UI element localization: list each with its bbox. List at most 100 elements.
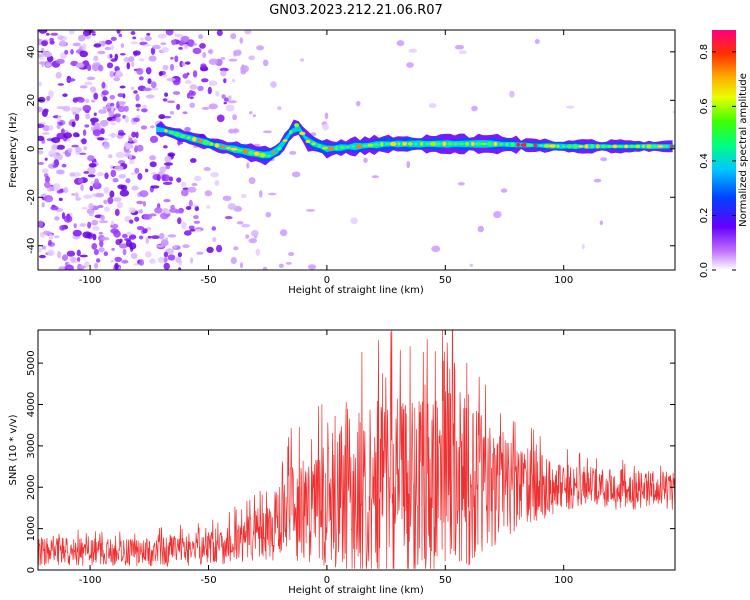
spectrogram-noise-dot bbox=[248, 238, 258, 244]
spectrogram-noise-dot bbox=[157, 33, 167, 39]
spectrogram-noise-dot bbox=[165, 210, 170, 214]
spectrogram-noise-dot bbox=[82, 231, 92, 239]
spectrogram-noise-dot bbox=[118, 174, 126, 179]
spectrogram-noise-dot bbox=[146, 32, 151, 36]
spectrogram-noise-dot bbox=[64, 49, 69, 55]
spectrogram-noise-dot bbox=[75, 62, 85, 69]
spectrogram-noise-dot bbox=[55, 71, 62, 79]
spectrogram-ridge-peak bbox=[248, 150, 255, 155]
spectrogram-noise-dot bbox=[59, 40, 67, 47]
spectrogram-noise-dot bbox=[143, 87, 152, 92]
spectrogram-noise-dot bbox=[322, 123, 330, 131]
spectrogram-noise-dot bbox=[38, 135, 45, 141]
spectrogram-noise-dot bbox=[134, 145, 139, 153]
spectrogram-noise-dot bbox=[100, 214, 105, 221]
spectrogram-noise-dot bbox=[115, 70, 122, 76]
spectrogram-noise-dot bbox=[181, 62, 186, 67]
spectrogram-ridge-peak bbox=[447, 142, 453, 146]
spectrogram-noise-dot bbox=[355, 100, 361, 107]
spectrogram-noise-dot bbox=[72, 42, 82, 47]
spectrogram-noise-dot bbox=[84, 124, 90, 128]
spectrogram-noise-dot bbox=[83, 261, 90, 268]
spectrogram-noise-dot bbox=[63, 132, 73, 139]
spectrogram-noise-dot bbox=[324, 112, 329, 120]
spectrogram-noise-dot bbox=[42, 125, 50, 132]
spectrogram-noise-dot bbox=[38, 30, 48, 34]
spectrogram-noise-dot bbox=[103, 251, 109, 256]
spectrogram-noise-dot bbox=[92, 129, 102, 137]
spectrogram-noise-dot bbox=[62, 105, 71, 112]
spectrogram-noise-dot bbox=[291, 171, 301, 178]
snr-y-tick-label: 4000 bbox=[26, 392, 37, 417]
spectrogram-ridge-peak bbox=[242, 149, 249, 154]
spectrogram-noise-dot bbox=[167, 254, 176, 261]
spectrogram-noise-dot bbox=[138, 209, 143, 214]
spectrogram-noise-dot bbox=[52, 164, 59, 168]
spectrogram-noise-dot bbox=[164, 162, 173, 166]
spectrogram-noise-dot bbox=[140, 125, 148, 130]
spectrogram-noise-dot bbox=[194, 228, 202, 232]
spectrogram-noise-dot bbox=[55, 58, 65, 64]
spectrogram-noise-dot bbox=[307, 264, 317, 270]
spectrogram-noise-dot bbox=[220, 70, 227, 77]
spectrogram-noise-dot bbox=[38, 53, 44, 58]
spectrogram-noise-dot bbox=[56, 169, 65, 175]
spectrogram-noise-dot bbox=[94, 262, 99, 269]
spectrogram-noise-dot bbox=[188, 225, 195, 230]
spectrogram-noise-dot bbox=[149, 161, 157, 168]
spectrogram-noise-dot bbox=[128, 137, 133, 143]
spectrogram-noise-dot bbox=[164, 92, 169, 97]
spectrogram-noise-dot bbox=[173, 33, 183, 38]
spectrogram-noise-dot bbox=[248, 111, 253, 115]
spectrogram-noise-dot bbox=[185, 206, 192, 210]
spectrogram-noise-dot bbox=[214, 180, 220, 186]
spectrogram-noise-dot bbox=[63, 215, 73, 223]
spectrogram-ridge-peak bbox=[311, 142, 316, 146]
spectrogram-ridge-peak bbox=[322, 146, 328, 150]
spectrogram-noise-dot bbox=[113, 230, 121, 238]
spectrogram-noise-dot bbox=[42, 132, 50, 135]
spectrogram-ridge-peak bbox=[282, 139, 288, 142]
spectrogram-noise-dot bbox=[138, 58, 145, 62]
spectrogram-noise-dot bbox=[200, 66, 209, 72]
spectrogram-noise-dot bbox=[178, 267, 182, 270]
spectrogram-noise-dot bbox=[234, 49, 242, 56]
spectrogram-ridge-peak bbox=[669, 144, 674, 149]
spectrogram-ridge-peak bbox=[253, 151, 260, 156]
spectrogram-noise-dot bbox=[79, 223, 86, 227]
spectrogram-noise-dot bbox=[262, 266, 268, 270]
spectrogram-noise-dot bbox=[233, 128, 240, 133]
spectrogram-noise-dot bbox=[114, 262, 119, 270]
spectrogram-ridge-peak bbox=[487, 141, 493, 146]
spectrogram-ridge-peak bbox=[510, 142, 515, 147]
spectrogram-noise-dot bbox=[54, 216, 60, 221]
spectrogram-ridge-peak bbox=[453, 142, 458, 146]
spectrogram-noise-dot bbox=[216, 114, 225, 123]
spectrogram-ridge-peak bbox=[168, 130, 175, 135]
spectrogram-ridge-peak bbox=[657, 145, 664, 148]
spectrogram-y-label: Frequency (Hz) bbox=[8, 112, 19, 188]
spectrogram-ridge-peak bbox=[646, 144, 652, 149]
spectrogram-y-ticks: -40 -20 0 20 40 bbox=[26, 45, 675, 254]
spectrogram-noise-dot bbox=[581, 243, 585, 250]
spectrogram-noise-dot bbox=[230, 33, 237, 40]
spectrogram-noise-dot bbox=[119, 85, 126, 89]
spectrogram-noise-dot bbox=[51, 144, 58, 150]
spectrogram-noise-dot bbox=[69, 172, 76, 177]
spectrogram-noise-dot bbox=[47, 249, 55, 257]
spectrogram-noise-dot bbox=[104, 39, 113, 45]
spectrogram-noise-dot bbox=[91, 99, 96, 103]
spectrogram-noise-dot bbox=[142, 228, 148, 234]
spectrogram-noise-dot bbox=[46, 96, 51, 101]
spectrogram-noise-dot bbox=[63, 187, 69, 194]
spectrogram-noise-dot bbox=[91, 120, 96, 126]
spectrogram-noise-dot bbox=[154, 207, 163, 214]
spectrogram-noise-dot bbox=[227, 203, 237, 210]
spectrogram-noise-dot bbox=[101, 81, 106, 89]
spectrogram-noise-dot bbox=[93, 43, 102, 48]
spectrogram-noise-dot bbox=[160, 42, 167, 46]
spectrogram-noise-dot bbox=[114, 256, 122, 263]
spectrogram-noise-dot bbox=[98, 247, 105, 253]
spectrogram-noise-dot bbox=[223, 78, 227, 84]
spectrogram-noise-dot bbox=[62, 93, 68, 97]
